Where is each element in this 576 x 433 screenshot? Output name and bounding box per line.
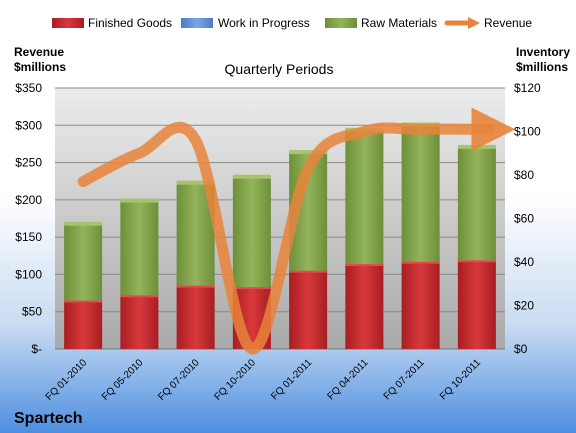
left-tick-label: $150 xyxy=(15,230,42,244)
bar-raw-materials xyxy=(457,146,496,261)
bar-raw-materials xyxy=(232,176,271,288)
right-axis-label-line2: $millions xyxy=(516,60,568,74)
legend-swatch-revenue-arrow xyxy=(468,17,480,29)
company-name: Spartech xyxy=(14,410,82,427)
bar-finished-goods xyxy=(176,285,215,349)
left-tick-label: $100 xyxy=(15,267,42,281)
left-axis-label-line1: Revenue xyxy=(14,45,64,59)
legend-swatch-finished-goods xyxy=(52,18,84,28)
chart-title: Quarterly Periods xyxy=(225,61,334,77)
left-tick-label: $300 xyxy=(15,118,42,132)
bar-finished-goods xyxy=(457,260,496,349)
left-tick-label: $250 xyxy=(15,156,42,170)
left-axis-ticks: $- $50 $100 $150 $200 $250 $300 $350 xyxy=(15,81,42,356)
legend-label-revenue: Revenue xyxy=(484,16,532,30)
bar-finished-goods xyxy=(64,300,103,349)
revenue-line xyxy=(77,107,516,355)
left-tick-label: $350 xyxy=(15,81,42,95)
bar-finished-goods xyxy=(120,295,159,349)
bar-raw-materials-cap xyxy=(176,180,215,185)
bar-raw-materials xyxy=(120,200,159,296)
bar-raw-materials xyxy=(401,124,440,262)
revenue-line-group xyxy=(77,107,516,355)
right-axis-ticks: $0 $20 $40 $60 $80 $100 $120 xyxy=(514,81,541,356)
right-axis-label-line1: Inventory xyxy=(516,45,570,59)
bar-raw-materials-cap xyxy=(232,174,271,179)
bar-raw-materials-cap xyxy=(457,144,496,149)
bar-finished-goods xyxy=(289,270,328,349)
bar-raw-materials xyxy=(345,129,384,264)
left-tick-label: $50 xyxy=(22,305,42,319)
bar-finished-goods xyxy=(345,263,384,349)
legend-label-finished-goods: Finished Goods xyxy=(88,16,172,30)
left-tick-label: $200 xyxy=(15,193,42,207)
bars-group xyxy=(64,122,496,349)
legend-swatch-work-in-progress xyxy=(181,18,213,28)
bar-raw-materials-cap xyxy=(64,221,103,226)
legend-label-work-in-progress: Work in Progress xyxy=(218,16,310,30)
right-tick-label: $120 xyxy=(514,81,541,95)
left-axis-label-line2: $millions xyxy=(14,60,66,74)
legend: Finished Goods Work in Progress Raw Mate… xyxy=(52,16,532,30)
bar-raw-materials xyxy=(64,223,103,301)
bar-raw-materials-cap xyxy=(120,198,159,203)
right-tick-label: $20 xyxy=(514,299,534,313)
right-tick-label: $0 xyxy=(514,342,528,356)
bar-raw-materials-cap xyxy=(289,150,328,155)
right-tick-label: $100 xyxy=(514,125,541,139)
right-tick-label: $40 xyxy=(514,255,534,269)
legend-label-raw-materials: Raw Materials xyxy=(361,16,437,30)
left-tick-label: $- xyxy=(31,342,42,356)
legend-swatch-raw-materials xyxy=(325,18,357,28)
right-tick-label: $80 xyxy=(514,168,534,182)
right-tick-label: $60 xyxy=(514,212,534,226)
bar-finished-goods xyxy=(401,261,440,349)
